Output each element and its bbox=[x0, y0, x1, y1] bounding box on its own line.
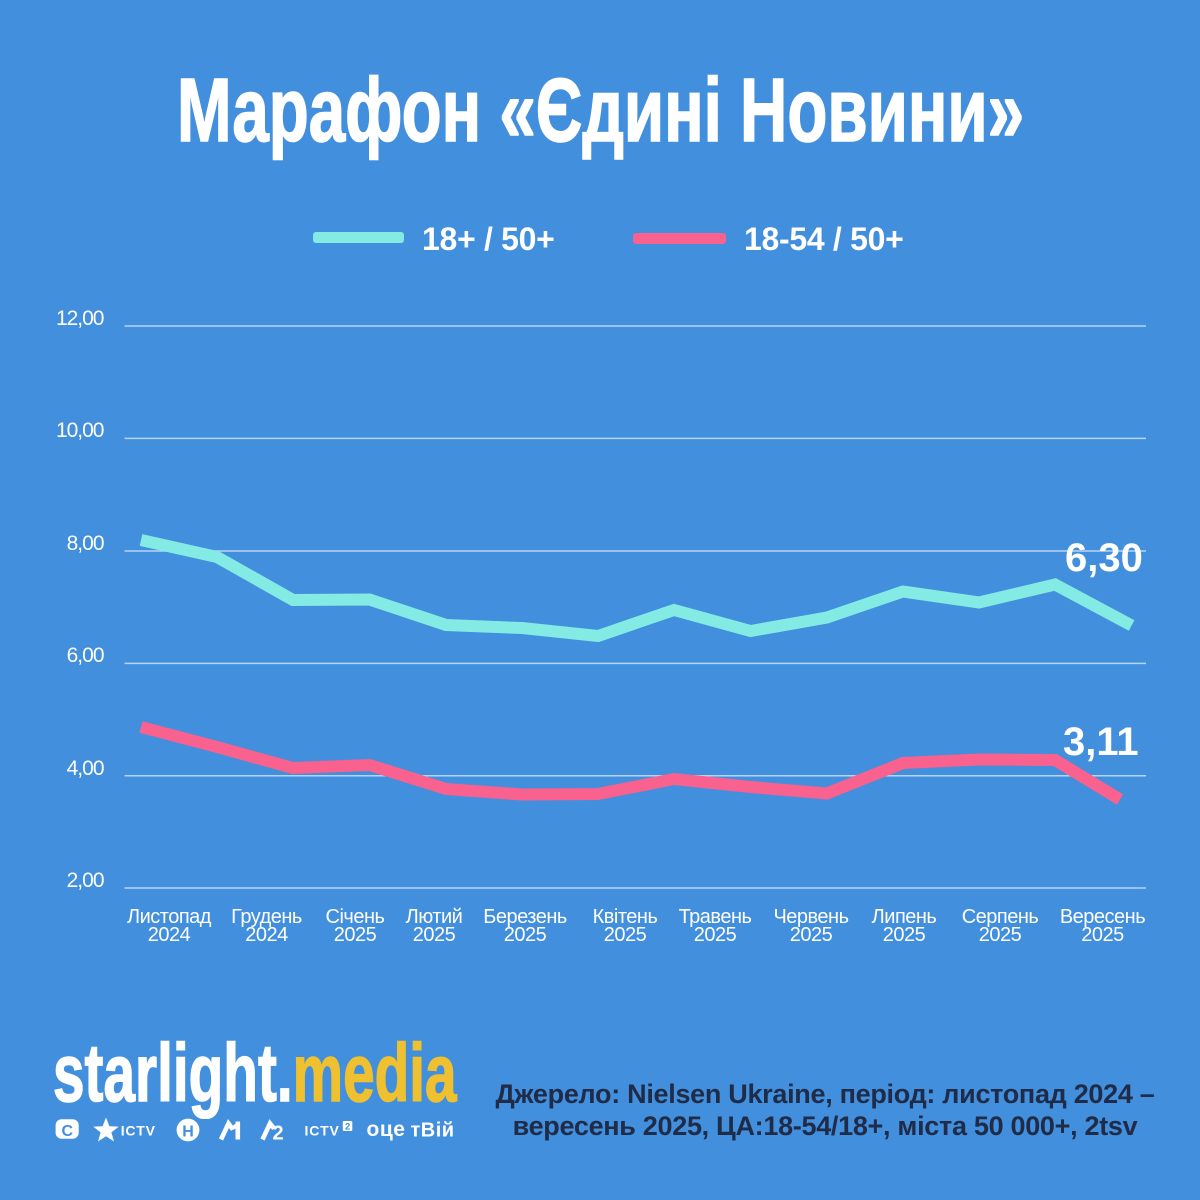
svg-text:2: 2 bbox=[273, 1122, 284, 1144]
svg-text:оце: оце bbox=[367, 1118, 406, 1141]
svg-text:C: C bbox=[62, 1123, 74, 1140]
svg-text:2: 2 bbox=[345, 1122, 350, 1133]
svg-text:ICTV: ICTV bbox=[121, 1122, 156, 1138]
svg-text:ICTV: ICTV bbox=[305, 1123, 340, 1139]
svg-text:тВій: тВій bbox=[411, 1120, 455, 1142]
svg-text:Н: Н bbox=[182, 1124, 194, 1141]
